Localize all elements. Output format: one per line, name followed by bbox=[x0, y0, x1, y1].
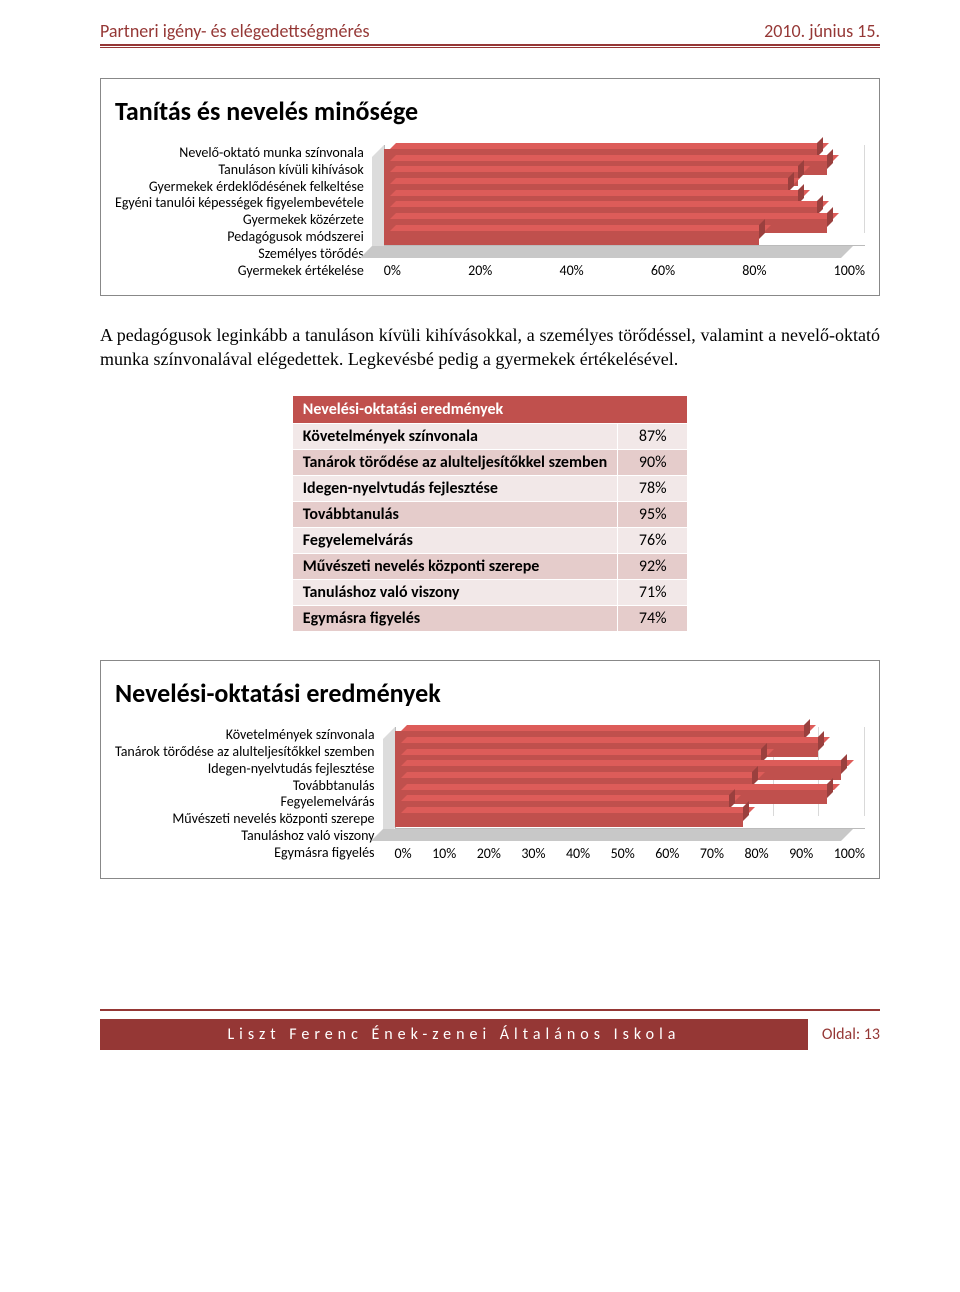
table-cell-label: Továbbtanulás bbox=[292, 502, 617, 528]
chart-xtick: 60% bbox=[651, 262, 675, 279]
table-row: Tanuláshoz való viszony71% bbox=[292, 580, 687, 606]
chart-ylabel: Nevelő-oktató munka színvonala bbox=[115, 145, 364, 162]
table-cell-value: 87% bbox=[618, 424, 688, 450]
chart-xtick: 40% bbox=[559, 262, 583, 279]
table-cell-label: Egymásra figyelés bbox=[292, 606, 617, 632]
chart-ylabel: Személyes törődés bbox=[115, 246, 364, 263]
chart-ylabel: Egyéni tanulói képességek figyelembevéte… bbox=[115, 195, 364, 212]
chart-1: Tanítás és nevelés minősége Nevelő-oktat… bbox=[100, 78, 880, 296]
chart-2-sidewall bbox=[383, 727, 395, 840]
table-row: Fegyelemelvárás76% bbox=[292, 528, 687, 554]
table-cell-label: Fegyelemelvárás bbox=[292, 528, 617, 554]
chart-1-title: Tanítás és nevelés minősége bbox=[115, 95, 865, 127]
table-cell-value: 76% bbox=[618, 528, 688, 554]
chart-1-ylabels: Nevelő-oktató munka színvonalaTanuláson … bbox=[115, 145, 372, 279]
chart-2-floor bbox=[371, 829, 853, 841]
chart-bar bbox=[395, 813, 865, 825]
table-cell-label: Művészeti nevelés központi szerepe bbox=[292, 554, 617, 580]
footer-school: Liszt Ferenc Ének-zenei Általános Iskola bbox=[100, 1019, 808, 1050]
chart-ylabel: Idegen-nyelvtudás fejlesztése bbox=[115, 761, 375, 778]
chart-ylabel: Pedagógusok módszerei bbox=[115, 229, 364, 246]
table-cell-label: Tanárok törődése az alulteljesítőkkel sz… bbox=[292, 450, 617, 476]
chart-ylabel: Művészeti nevelés központi szerepe bbox=[115, 811, 375, 828]
chart-ylabel: Egymásra figyelés bbox=[115, 845, 375, 862]
chart-ylabel: Tanuláshoz való viszony bbox=[115, 828, 375, 845]
chart-xtick: 90% bbox=[789, 845, 813, 862]
table-row: Művészeti nevelés központi szerepe92% bbox=[292, 554, 687, 580]
table-row: Egymásra figyelés74% bbox=[292, 606, 687, 632]
chart-2-title: Nevelési-oktatási eredmények bbox=[115, 677, 865, 709]
table-cell-value: 74% bbox=[618, 606, 688, 632]
chart-xtick: 20% bbox=[468, 262, 492, 279]
header-left: Partneri igény- és elégedettségmérés bbox=[100, 20, 370, 42]
chart-ylabel: Gyermekek közérzete bbox=[115, 212, 364, 229]
chart-2-bars bbox=[395, 731, 865, 824]
chart-xtick: 0% bbox=[384, 262, 401, 279]
chart-xtick: 50% bbox=[611, 845, 635, 862]
chart-xtick: 30% bbox=[521, 845, 545, 862]
chart-2: Nevelési-oktatási eredmények Követelmény… bbox=[100, 660, 880, 878]
table-cell-value: 92% bbox=[618, 554, 688, 580]
footer-rule bbox=[100, 1009, 880, 1011]
results-table: Nevelési-oktatási eredmények Követelmény… bbox=[292, 395, 688, 632]
table-cell-label: Idegen-nyelvtudás fejlesztése bbox=[292, 476, 617, 502]
table-cell-label: Követelmények színvonala bbox=[292, 424, 617, 450]
table-row: Továbbtanulás95% bbox=[292, 502, 687, 528]
page-footer: Liszt Ferenc Ének-zenei Általános Iskola… bbox=[100, 1019, 880, 1050]
chart-ylabel: Gyermekek érdeklődésének felkeltése bbox=[115, 179, 364, 196]
chart-xtick: 20% bbox=[477, 845, 501, 862]
footer-page: Oldal: 13 bbox=[822, 1025, 880, 1044]
chart-xtick: 0% bbox=[395, 845, 412, 862]
chart-ylabel: Gyermekek értékelése bbox=[115, 263, 364, 280]
header-right: 2010. június 15. bbox=[764, 20, 880, 42]
chart-bar bbox=[384, 231, 865, 243]
table-cell-label: Tanuláshoz való viszony bbox=[292, 580, 617, 606]
header-rule bbox=[100, 44, 880, 48]
chart-1-xaxis: 0% 20% 40% 60% 80% 100% bbox=[384, 262, 865, 279]
table-cell-value: 95% bbox=[618, 502, 688, 528]
chart-ylabel: Tanárok törődése az alulteljesítőkkel sz… bbox=[115, 744, 375, 761]
chart-xtick: 80% bbox=[742, 262, 766, 279]
chart-ylabel: Továbbtanulás bbox=[115, 778, 375, 795]
chart-xtick: 100% bbox=[834, 845, 865, 862]
body-paragraph: A pedagógusok leginkább a tanuláson kívü… bbox=[100, 324, 880, 371]
table-header: Nevelési-oktatási eredmények bbox=[292, 396, 687, 424]
chart-1-floor bbox=[360, 246, 853, 258]
chart-xtick: 70% bbox=[700, 845, 724, 862]
table-cell-value: 71% bbox=[618, 580, 688, 606]
page-header: Partneri igény- és elégedettségmérés 201… bbox=[100, 20, 880, 44]
chart-1-bars bbox=[384, 149, 865, 242]
chart-xtick: 80% bbox=[744, 845, 768, 862]
table-cell-value: 78% bbox=[618, 476, 688, 502]
table-cell-value: 90% bbox=[618, 450, 688, 476]
chart-ylabel: Követelmények színvonala bbox=[115, 727, 375, 744]
chart-ylabel: Tanuláson kívüli kihívások bbox=[115, 162, 364, 179]
table-row: Idegen-nyelvtudás fejlesztése78% bbox=[292, 476, 687, 502]
table-row: Követelmények színvonala87% bbox=[292, 424, 687, 450]
chart-ylabel: Fegyelemelvárás bbox=[115, 794, 375, 811]
chart-1-sidewall bbox=[372, 145, 384, 258]
chart-xtick: 60% bbox=[655, 845, 679, 862]
chart-xtick: 40% bbox=[566, 845, 590, 862]
chart-2-xaxis: 0% 10% 20% 30% 40% 50% 60% 70% 80% 90% 100% bbox=[395, 845, 865, 862]
chart-2-ylabels: Követelmények színvonalaTanárok törődése… bbox=[115, 727, 383, 861]
chart-xtick: 100% bbox=[834, 262, 865, 279]
chart-xtick: 10% bbox=[432, 845, 456, 862]
table-row: Tanárok törődése az alulteljesítőkkel sz… bbox=[292, 450, 687, 476]
